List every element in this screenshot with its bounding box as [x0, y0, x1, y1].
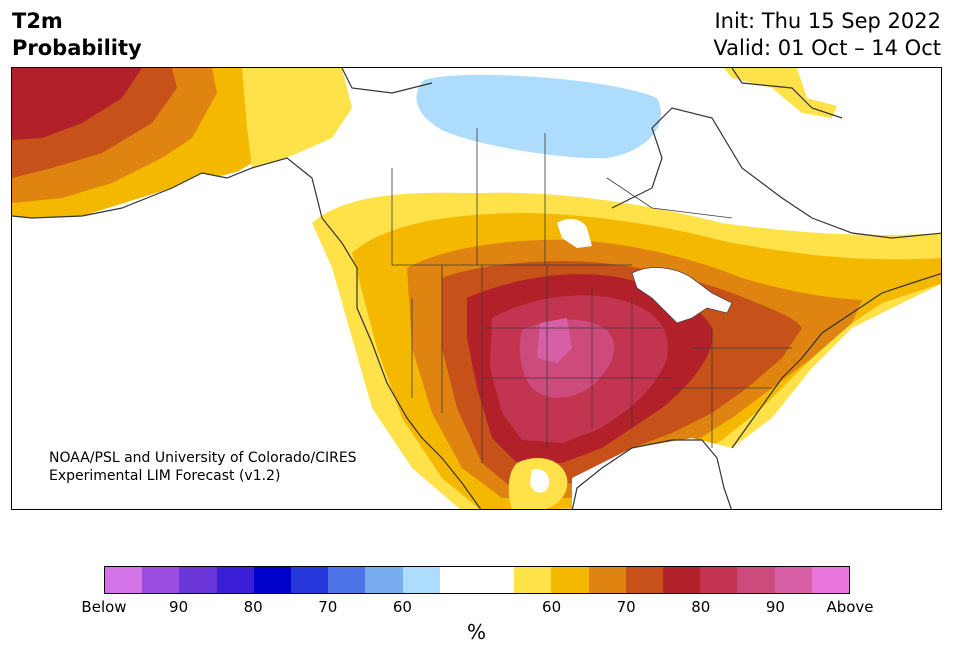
colorbar-segment — [477, 567, 515, 593]
colorbar-segment — [142, 567, 180, 593]
gulf-of-mexico — [572, 438, 732, 509]
colorbar-segment — [216, 567, 254, 593]
map-title: T2m Probability — [12, 8, 142, 62]
map-canvas — [12, 68, 941, 509]
colorbar-segment — [253, 567, 292, 593]
pacific-ocean — [12, 168, 460, 509]
probability-map — [11, 67, 942, 510]
hudson-bay-spot — [557, 218, 592, 248]
colorbar-tick-label: 60 — [542, 598, 562, 616]
colorbar-tick-label: 70 — [616, 598, 636, 616]
colorbar-segment — [105, 567, 143, 593]
colorbar-segment — [365, 567, 403, 593]
state-borders — [391, 128, 792, 463]
colorbar-tick-label: 70 — [318, 598, 338, 616]
colorbar-tick-label: 60 — [392, 598, 412, 616]
great-lakes — [631, 267, 733, 324]
colorbar-tick-label: 80 — [691, 598, 711, 616]
yukon-region — [242, 68, 352, 168]
colorbar-tick-label: 90 — [765, 598, 785, 616]
colorbar-segment — [625, 567, 664, 593]
colorbar-segment — [291, 567, 329, 593]
colorbar-segment — [179, 567, 217, 593]
alaska-red — [12, 68, 142, 140]
colorbar-segment — [700, 567, 738, 593]
colorbar-segment — [551, 567, 589, 593]
data-credit: NOAA/PSL and University of Colorado/CIRE… — [49, 449, 357, 485]
colorbar-segment — [811, 567, 850, 593]
colorbar-segment — [514, 567, 552, 593]
init-date: Init: Thu 15 Sep 2022 — [714, 9, 941, 33]
below-normal-blob — [416, 74, 661, 159]
colorbar-tick-label: Above — [826, 598, 874, 616]
valid-range: Valid: 01 Oct – 14 Oct — [713, 36, 941, 60]
mexico-white-spot — [530, 469, 550, 493]
coastlines — [12, 68, 941, 509]
colorbar-segment — [402, 567, 440, 593]
credit-line-2: Experimental LIM Forecast (v1.2) — [49, 468, 281, 484]
title-line-2: Probability — [12, 36, 142, 60]
colorbar-ticks: Below 90 80 70 60 60 70 80 90 Above — [0, 598, 953, 620]
colorbar-segment — [328, 567, 366, 593]
colorbar-unit: % — [466, 620, 486, 644]
us-magenta-spot — [537, 318, 572, 363]
title-line-1: T2m — [12, 9, 63, 33]
colorbar-segment — [439, 567, 478, 593]
credit-line-1: NOAA/PSL and University of Colorado/CIRE… — [49, 450, 357, 466]
forecast-dates: Init: Thu 15 Sep 2022 Valid: 01 Oct – 14… — [713, 8, 941, 62]
probability-colorbar — [104, 566, 850, 594]
colorbar-segment — [737, 567, 775, 593]
colorbar-tick-label: Below — [81, 598, 127, 616]
atlantic-ocean — [713, 284, 941, 509]
colorbar-tick-label: 80 — [243, 598, 263, 616]
colorbar-segment — [663, 567, 701, 593]
colorbar-segment — [588, 567, 626, 593]
colorbar-segment — [774, 567, 812, 593]
colorbar-tick-label: 90 — [169, 598, 189, 616]
